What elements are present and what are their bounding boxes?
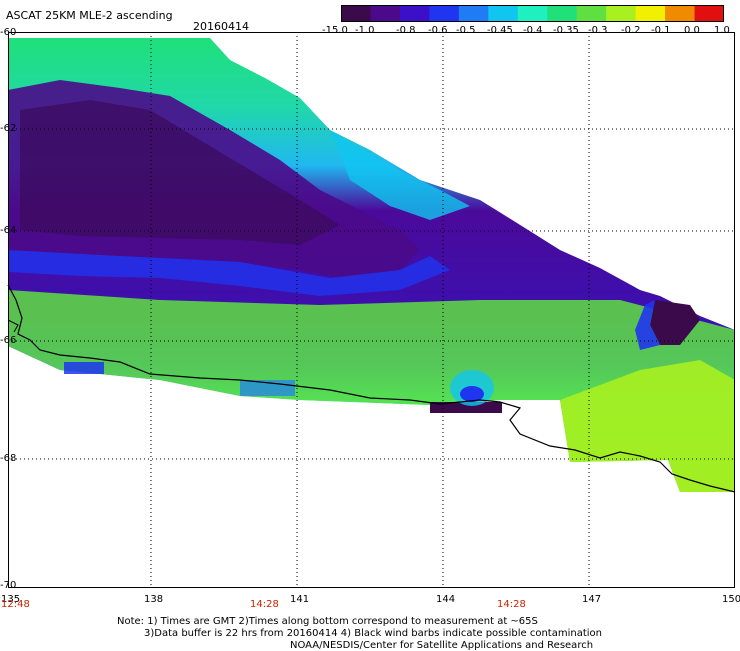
lon-label: 138 [144, 594, 164, 605]
lon-label: 141 [290, 594, 310, 605]
lat-label: -68 [0, 453, 17, 464]
lat-label: -62 [0, 123, 17, 134]
colorbar-label: -0.45 [487, 25, 513, 36]
colorbar-swatch [606, 5, 637, 22]
graticule [8, 32, 735, 587]
colorbar-label: -15.0 [322, 25, 348, 36]
lon-label: 147 [582, 594, 602, 605]
colorbar-label: -0.5 [456, 25, 476, 36]
colorbar-swatch [488, 5, 519, 22]
colorbar-swatch [370, 5, 401, 22]
time-label: 12:48 [1, 599, 30, 610]
colorbar-swatch [694, 5, 724, 22]
colorbar [341, 5, 724, 22]
colorbar-swatch [517, 5, 548, 22]
map-title: ASCAT 25KM MLE-2 ascending [6, 9, 173, 22]
time-label: 14:28 [250, 599, 279, 610]
lon-label: 135 [1, 594, 21, 605]
colorbar-label: -0.4 [523, 25, 543, 36]
colorbar-label: -0.6 [428, 25, 448, 36]
colorbar-swatch [576, 5, 607, 22]
colorbar-swatch [399, 5, 430, 22]
colorbar-label: -0.8 [396, 25, 416, 36]
lon-label: 150 [722, 594, 740, 605]
note-line-2: 3)Data buffer is 22 hrs from 20160414 4)… [144, 628, 602, 639]
colorbar-label: -1.0 [355, 25, 375, 36]
colorbar-swatch [341, 5, 372, 22]
colorbar-swatch [458, 5, 489, 22]
colorbar-label: -0.2 [621, 25, 641, 36]
note-line-1: Note: 1) Times are GMT 2)Times along bot… [117, 616, 538, 627]
colorbar-swatch [429, 5, 460, 22]
colorbar-labels: -15.0 -1.0 -0.8 -0.6 -0.5 -0.45 -0.4 -0.… [320, 25, 740, 39]
lat-label: -66 [0, 335, 17, 346]
colorbar-swatch [665, 5, 696, 22]
lat-label: -60 [0, 27, 17, 38]
lat-label: -70 [0, 580, 17, 591]
colorbar-swatch [547, 5, 578, 22]
credit-line: NOAA/NESDIS/Center for Satellite Applica… [290, 640, 594, 651]
lat-label: -64 [0, 225, 17, 236]
time-label: 14:28 [497, 599, 526, 610]
map-date: 20160414 [193, 20, 249, 33]
coastline [7, 284, 736, 493]
colorbar-swatch [635, 5, 666, 22]
colorbar-label: -0.3 [588, 25, 608, 36]
colorbar-label: -0.35 [553, 25, 579, 36]
colorbar-label: 0.0 [684, 25, 700, 36]
swath-data [8, 38, 735, 492]
lon-label: 144 [436, 594, 456, 605]
colorbar-label: -0.1 [651, 25, 671, 36]
colorbar-label: 1.0 [714, 25, 730, 36]
